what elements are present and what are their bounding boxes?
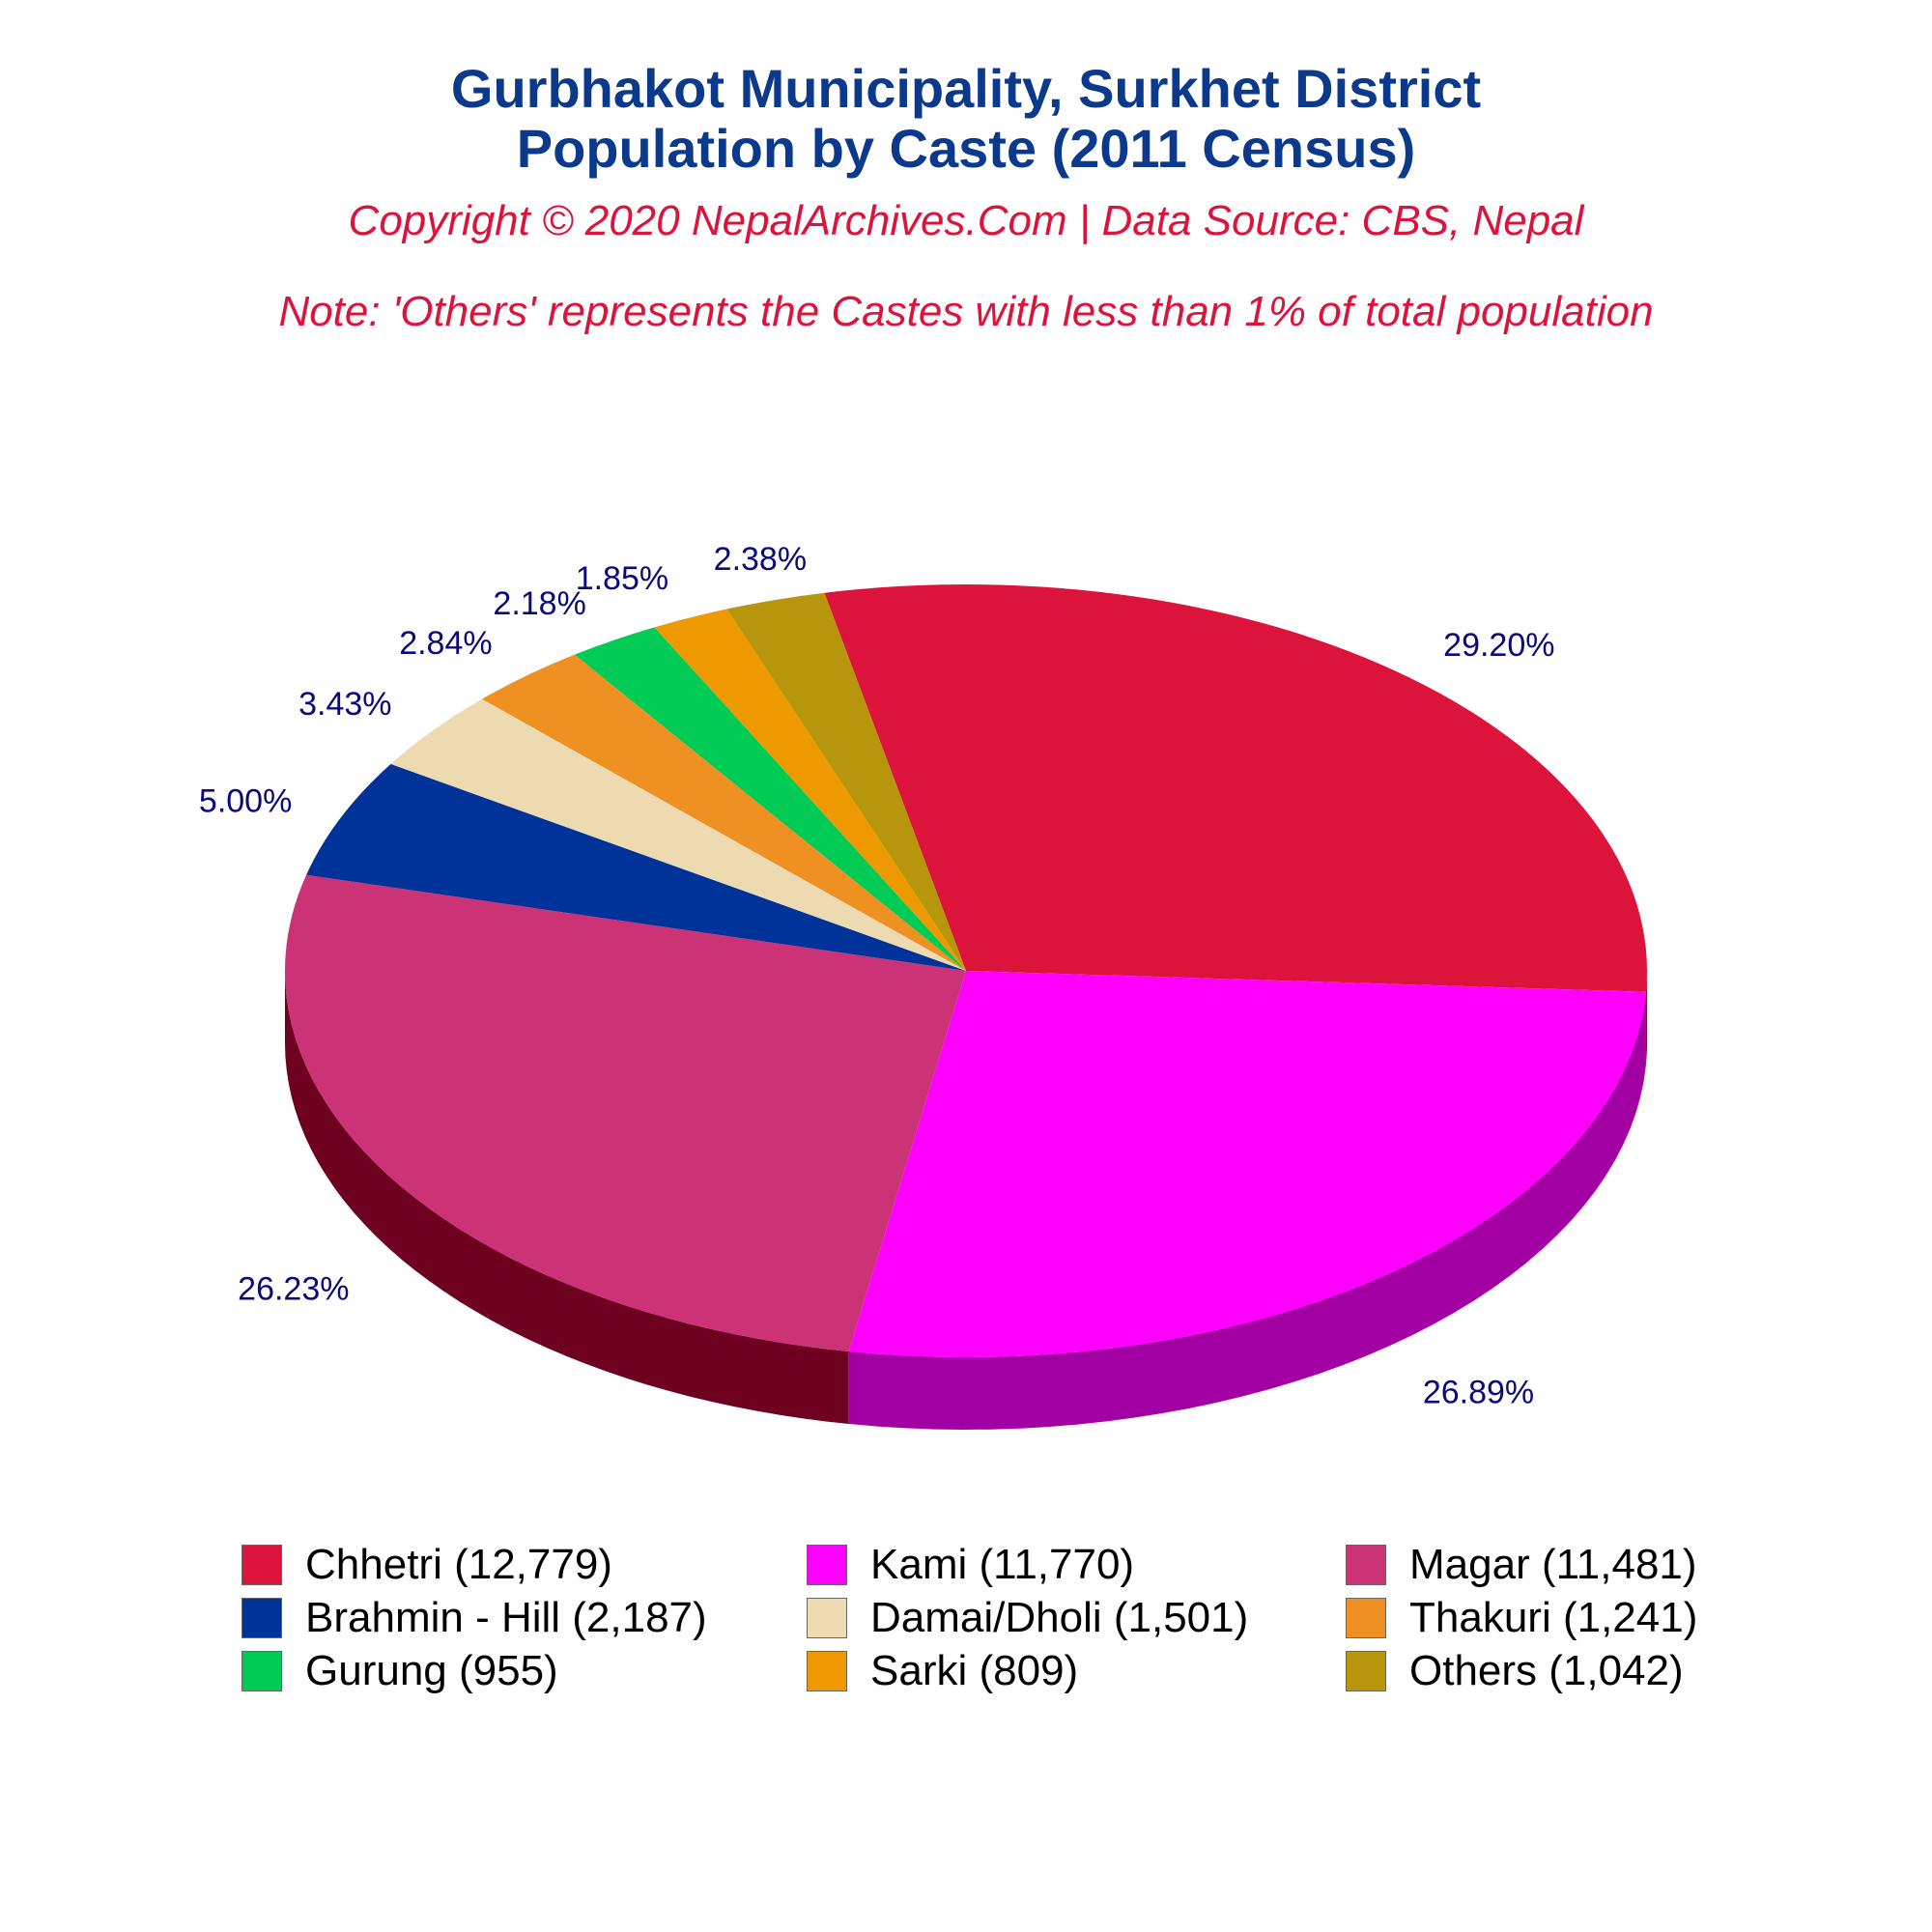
percent-label-thakuri: 2.84%: [399, 625, 492, 662]
slice-side-chhetri: [1645, 971, 1647, 1065]
legend-item-chhetri: Chhetri (12,779): [242, 1541, 612, 1589]
slice-thakuri: [481, 654, 966, 971]
legend-swatch: [1346, 1651, 1386, 1691]
pie-sides: [285, 971, 1647, 1430]
slice-damai-dholi: [390, 698, 966, 971]
slice-magar: [284, 874, 966, 1352]
chart-title-line2: Population by Caste (2011 Census): [516, 118, 1416, 179]
legend-item-damai-dholi: Damai/Dholi (1,501): [807, 1594, 1248, 1642]
legend-label: Others (1,042): [1409, 1647, 1684, 1694]
legend-swatch: [242, 1545, 282, 1585]
pie-slices: [284, 584, 1647, 1357]
legend-item-others: Others (1,042): [1346, 1647, 1684, 1695]
legend-label: Kami (11,770): [870, 1541, 1135, 1588]
legend-label: Brahmin - Hill (2,187): [305, 1594, 707, 1641]
percent-label-brahmin-hill: 5.00%: [199, 782, 292, 819]
pie-percent-labels: 29.20% 26.89% 26.23% 5.00% 3.43%2.84%2.18%1.…: [199, 541, 1555, 1411]
legend-item-sarki: Sarki (809): [807, 1647, 1078, 1695]
legend-item-thakuri: Thakuri (1,241): [1346, 1594, 1697, 1642]
slice-chhetri: [824, 584, 1647, 992]
percent-label-magar: 26.23%: [238, 1270, 349, 1307]
legend-item-magar: Magar (11,481): [1346, 1541, 1697, 1589]
slice-others: [726, 592, 966, 971]
percent-label-damai-dholi: 3.43%: [298, 686, 391, 723]
legend-label: Chhetri (12,779): [305, 1541, 612, 1588]
percent-label-others: 2.38%: [714, 541, 807, 578]
slice-brahmin-hill: [306, 763, 966, 971]
legend-label: Gurung (955): [305, 1647, 558, 1694]
percent-label-kami: 26.89%: [1423, 1374, 1534, 1410]
legend-swatch: [1346, 1545, 1386, 1585]
percent-label-chhetri: 29.20%: [1443, 627, 1554, 664]
legend-swatch: [807, 1651, 847, 1691]
legend-item-gurung: Gurung (955): [242, 1647, 558, 1695]
slice-side-magar: [285, 971, 849, 1425]
legend-label: Damai/Dholi (1,501): [870, 1594, 1249, 1641]
legend-item-kami: Kami (11,770): [807, 1541, 1134, 1589]
slice-side-kami: [848, 991, 1646, 1430]
slice-gurung: [574, 627, 966, 971]
percent-label-gurung: 2.18%: [493, 585, 585, 622]
legend-swatch: [242, 1651, 282, 1691]
note-text: Note: 'Others' represents the Castes wit…: [278, 288, 1654, 335]
chart-title-line1: Gurbhakot Municipality, Surkhet District: [450, 58, 1482, 119]
legend-label: Thakuri (1,241): [1409, 1594, 1698, 1641]
legend-swatch: [807, 1545, 847, 1585]
legend-swatch: [1346, 1598, 1386, 1638]
percent-label-sarki: 1.85%: [576, 560, 668, 597]
legend-swatch: [807, 1598, 847, 1638]
slice-kami: [848, 971, 1646, 1357]
legend-item-brahmin-hill: Brahmin - Hill (2,187): [242, 1594, 707, 1642]
slice-sarki: [654, 609, 966, 971]
legend-label: Magar (11,481): [1409, 1541, 1697, 1588]
legend-swatch: [242, 1598, 282, 1638]
legend-label: Sarki (809): [870, 1647, 1079, 1694]
copyright-text: Copyright © 2020 NepalArchives.Com | Dat…: [348, 197, 1584, 244]
